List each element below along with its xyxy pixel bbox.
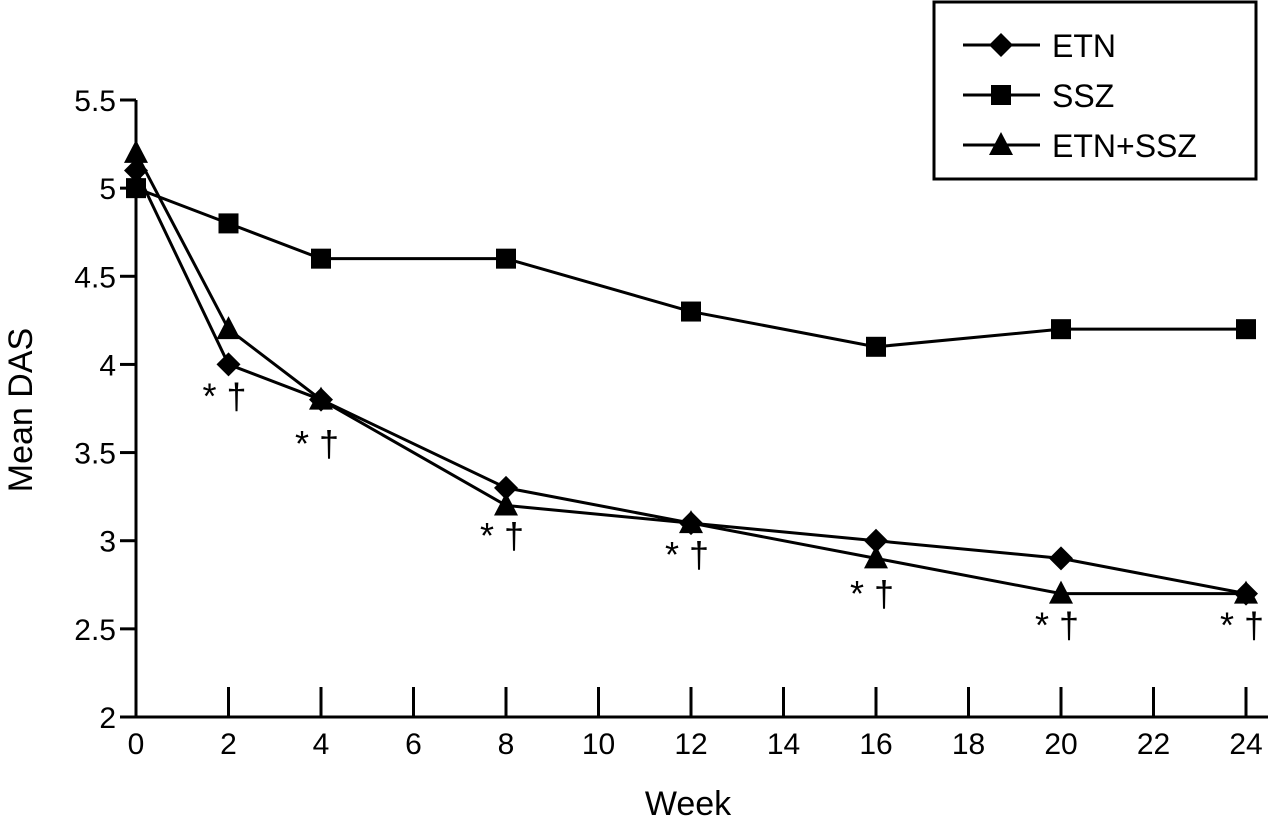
x-tick-label: 20 [1044, 728, 1077, 761]
data-point-etn-ssz [1049, 580, 1073, 604]
x-tick-label: 4 [313, 728, 330, 761]
legend-label-ssz: SSZ [1052, 78, 1114, 114]
x-tick-label: 10 [582, 728, 615, 761]
series-layer [124, 139, 1258, 606]
legend-marker-etn [989, 33, 1013, 57]
legend-label-etn: ETN [1052, 28, 1116, 64]
y-tick-label: 3.5 [74, 438, 116, 471]
legend-label-etn-ssz: ETN+SSZ [1052, 128, 1197, 164]
data-point-ssz [681, 301, 701, 322]
data-point-ssz [866, 336, 886, 357]
data-point-etn-ssz [1234, 580, 1258, 604]
significance-annotation: * † [850, 573, 894, 614]
data-point-ssz [1051, 319, 1071, 340]
x-tick-label: 14 [767, 728, 800, 761]
data-point-etn [864, 528, 888, 553]
x-tick-label: 6 [405, 728, 422, 761]
x-tick-label: 16 [859, 728, 892, 761]
legend-marker-etn-ssz [989, 132, 1013, 155]
data-point-etn [1049, 546, 1073, 571]
data-point-ssz [218, 213, 239, 234]
x-tick-label: 2 [220, 728, 237, 761]
y-tick-label: 4.5 [74, 261, 116, 294]
significance-annotation: * † [1035, 605, 1079, 646]
legend-marker-ssz [991, 85, 1011, 105]
legend: ETN SSZ ETN+SSZ [932, 0, 1258, 181]
annotations-layer: * † * † * † * † * † * † * † [202, 376, 1264, 646]
data-point-etn-ssz [309, 386, 333, 410]
series-etn-ssz [124, 139, 1258, 604]
data-point-etn-ssz [679, 510, 703, 534]
legend-box [932, 0, 1258, 181]
y-tick-label: 2 [99, 702, 116, 735]
x-tick-label: 8 [498, 728, 515, 761]
significance-annotation: * † [1220, 605, 1264, 646]
significance-annotation: * † [480, 515, 524, 556]
significance-annotation: * † [295, 423, 339, 464]
x-tick-label: 18 [952, 728, 985, 761]
x-tick-label: 0 [128, 728, 145, 761]
x-axis-title: Week [645, 785, 732, 822]
data-point-etn-ssz [864, 545, 888, 569]
data-point-etn-ssz [124, 139, 148, 163]
y-axis-title: Mean DAS [2, 328, 40, 492]
x-tick-label: 22 [1137, 728, 1170, 761]
data-point-etn [494, 475, 518, 500]
series-line-etn [134, 169, 1247, 596]
significance-annotation: * † [665, 534, 709, 575]
data-point-ssz [496, 248, 516, 269]
data-point-etn-ssz [494, 492, 518, 516]
series-ssz [126, 178, 1256, 357]
y-tick-label: 2.5 [74, 614, 116, 647]
y-tick-label: 5.5 [74, 85, 116, 118]
series-line-etn-ssz [134, 152, 1246, 596]
x-tick-label: 12 [674, 728, 707, 761]
y-tick-label: 5 [99, 173, 116, 206]
data-point-ssz [126, 178, 146, 199]
y-tick-label: 3 [99, 526, 116, 559]
data-point-ssz [311, 248, 331, 269]
data-point-etn [216, 352, 241, 377]
y-tick-label: 4 [99, 349, 116, 382]
series-line-ssz [135, 186, 1246, 349]
x-tick-label: 24 [1229, 728, 1262, 761]
significance-annotation: * † [202, 376, 246, 417]
data-point-ssz [1236, 319, 1256, 340]
data-point-etn-ssz [216, 316, 241, 340]
